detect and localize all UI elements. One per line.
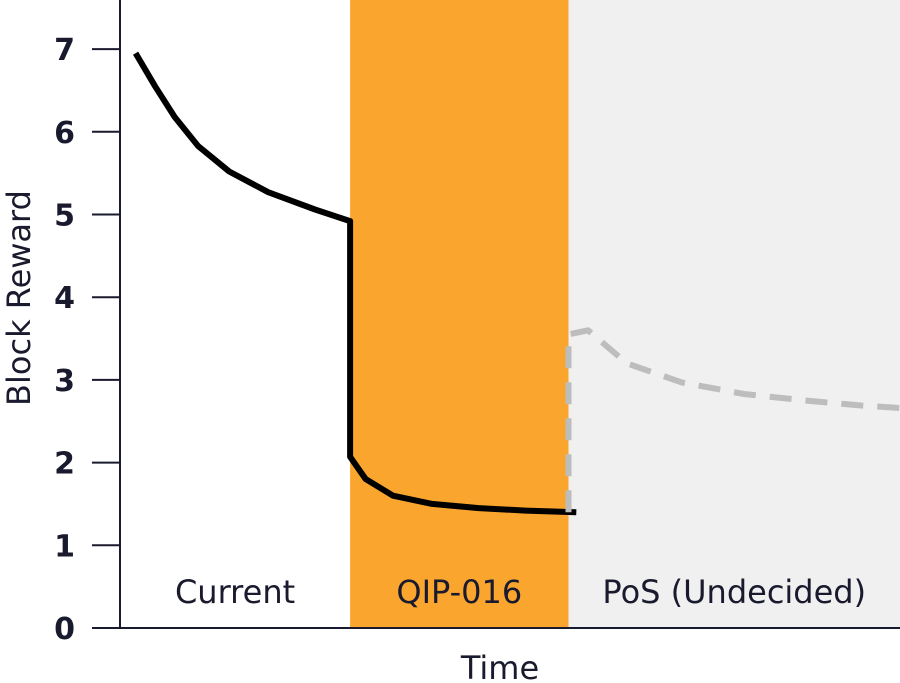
y-tick-label-2: 2	[54, 447, 75, 482]
y-tick-label-0: 0	[54, 612, 75, 647]
region-label-current: Current	[175, 573, 295, 611]
y-tick-label-1: 1	[54, 529, 75, 564]
y-tick-label-7: 7	[54, 33, 75, 68]
y-tick-label-4: 4	[54, 281, 75, 316]
y-ticks: 0 1 2 3 4 5 6 7	[54, 33, 120, 647]
region-current	[120, 0, 351, 628]
x-axis-title: Time	[460, 649, 539, 683]
region-pos-undecided	[568, 0, 900, 628]
y-tick-label-5: 5	[54, 199, 75, 234]
y-tick-label-6: 6	[54, 116, 75, 151]
region-label-pos-undecided: PoS (Undecided)	[602, 573, 866, 611]
series-line-solid	[133, 51, 577, 516]
y-tick-label-3: 3	[54, 364, 75, 399]
region-labels: Current QIP-016 PoS (Undecided)	[175, 573, 866, 611]
axes	[119, 0, 900, 629]
series-lines	[133, 51, 900, 516]
plot-regions	[120, 0, 900, 628]
y-axis-title: Block Reward	[0, 190, 38, 406]
region-label-qip-016: QIP-016	[396, 573, 522, 611]
region-qip-016	[350, 0, 569, 628]
series-line-dashed	[565, 327, 900, 513]
